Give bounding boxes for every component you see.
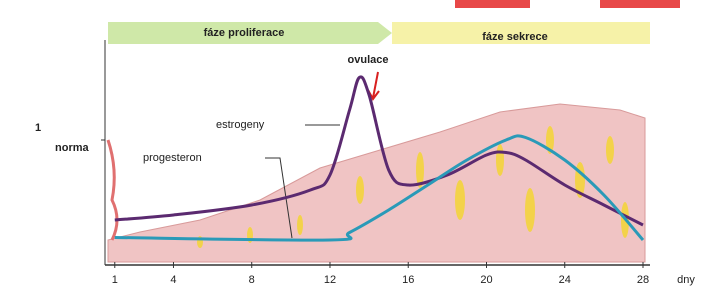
phase-label: fáze sekrece — [482, 31, 547, 43]
y-tick-label: 1 — [35, 122, 41, 134]
x-tick-label: 1 — [112, 274, 118, 286]
x-tick-label: 4 — [170, 274, 176, 286]
tissue — [108, 140, 117, 240]
x-tick-label: 28 — [637, 274, 649, 286]
legend-label: estrogeny — [216, 119, 265, 131]
x-tick-label: 12 — [324, 274, 336, 286]
x-tick-label: 16 — [402, 274, 414, 286]
x-tick-label: 20 — [480, 274, 492, 286]
x-axis-label: dny — [677, 274, 695, 286]
x-tick-label: 8 — [249, 274, 255, 286]
y-axis-label: norma — [55, 142, 90, 154]
decor — [455, 0, 530, 8]
legend-label: progesteron — [143, 152, 202, 164]
ovulation-label: ovulace — [348, 54, 389, 66]
chart: fáze proliferace fáze sekrece ovulace no… — [0, 0, 721, 289]
decor — [600, 0, 680, 8]
x-tick-label: 24 — [559, 274, 571, 286]
phase-label: fáze proliferace — [204, 27, 285, 39]
